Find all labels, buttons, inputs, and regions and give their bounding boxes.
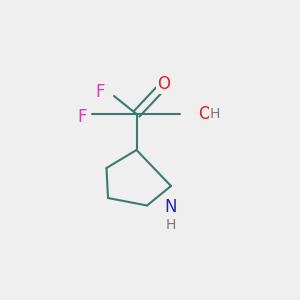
Text: H: H	[210, 107, 220, 121]
Text: H: H	[166, 218, 176, 232]
Text: F: F	[78, 108, 87, 126]
Text: O: O	[157, 75, 170, 93]
Text: N: N	[165, 198, 177, 216]
Text: F: F	[96, 82, 105, 100]
Text: O: O	[198, 105, 211, 123]
